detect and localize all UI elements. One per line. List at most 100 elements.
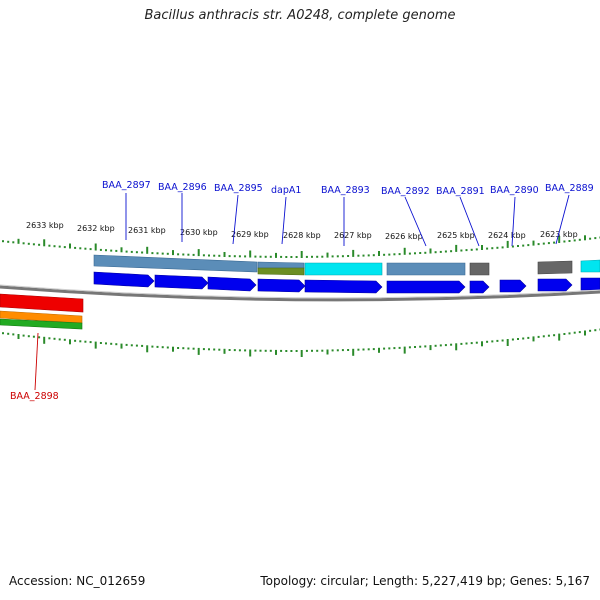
tick-mark	[32, 243, 35, 246]
tick-label-2632: 2632 kbp	[77, 224, 115, 233]
tick-mark	[491, 247, 494, 250]
tick-mark	[444, 250, 447, 253]
tick-mark	[233, 255, 236, 258]
tick-mark	[481, 341, 483, 347]
tick-mark	[347, 255, 350, 257]
feature-bar-cyan	[580, 259, 600, 273]
tick-mark	[460, 249, 463, 252]
tick-mark	[311, 255, 313, 258]
leader-line	[459, 196, 480, 247]
gene-label-baa-2889: BAA_2889	[545, 183, 594, 194]
tick-mark	[537, 243, 540, 246]
tick-mark	[223, 252, 226, 257]
tick-mark	[388, 347, 391, 350]
tick-mark	[280, 255, 283, 258]
tick-mark	[275, 349, 277, 355]
tick-mark	[249, 349, 252, 357]
tick-mark	[300, 251, 303, 258]
tick-mark	[192, 253, 195, 256]
tick-mark	[249, 250, 252, 258]
tick-mark	[254, 255, 257, 258]
tick-mark	[378, 347, 380, 353]
tick-labels: 2633 kbp 2632 kbp 2631 kbp 2630 kbp 2629…	[26, 221, 578, 241]
tick-mark	[496, 339, 499, 342]
tick-mark	[434, 344, 437, 347]
tick-mark	[367, 348, 370, 351]
tick-mark	[259, 349, 262, 352]
tick-label-2627: 2627 kbp	[334, 231, 372, 240]
tick-mark	[336, 349, 339, 352]
tick-mark	[218, 348, 221, 351]
feature-bar-green	[0, 318, 83, 330]
tick-mark	[424, 251, 427, 254]
tick-mark	[362, 348, 365, 351]
tick-mark	[125, 250, 128, 253]
tick-mark	[475, 341, 478, 344]
tick-mark	[156, 345, 159, 348]
genome-title: Bacillus anthracis str. A0248, complete …	[144, 8, 456, 23]
tick-mark	[486, 247, 489, 250]
tick-label-2629: 2629 kbp	[231, 230, 269, 239]
feature-bar-red	[0, 293, 84, 313]
tick-mark	[94, 341, 97, 349]
tick-mark	[32, 335, 35, 338]
tick-label-2625: 2625 kbp	[437, 231, 475, 240]
tick-mark	[584, 330, 586, 336]
gene-label-baa-2890: BAA_2890	[490, 185, 539, 196]
tick-mark	[470, 342, 473, 345]
tick-mark	[481, 245, 483, 250]
tick-mark	[336, 255, 339, 258]
leader-line	[281, 196, 287, 245]
tick-mark	[439, 344, 442, 347]
tick-mark	[506, 339, 509, 346]
tick-mark	[352, 249, 355, 257]
gene-label-baa-2891: BAA_2891	[436, 186, 485, 197]
tick-mark	[295, 256, 298, 258]
tick-mark	[22, 334, 25, 337]
tick-mark	[69, 243, 71, 249]
cds-arrow-track	[93, 271, 600, 294]
tick-mark	[233, 349, 236, 352]
tick-mark	[115, 249, 118, 252]
tick-mark	[295, 350, 298, 352]
tick-mark	[146, 246, 149, 254]
tick-label-2631: 2631 kbp	[128, 226, 166, 235]
tick-mark	[362, 254, 365, 257]
tick-label-2633: 2633 kbp	[26, 221, 64, 230]
tick-mark	[120, 247, 123, 253]
tick-mark	[388, 253, 391, 256]
tick-mark	[218, 254, 221, 257]
gene-label-baa-2895: BAA_2895	[214, 183, 263, 194]
tick-mark	[238, 255, 241, 258]
tick-mark	[326, 349, 329, 355]
cds-arrow	[386, 280, 466, 294]
tick-mark	[38, 243, 41, 246]
tick-mark	[264, 255, 267, 258]
tick-mark	[341, 255, 344, 258]
tick-mark	[357, 254, 360, 257]
tick-mark	[125, 343, 128, 346]
cds-arrow	[469, 280, 490, 294]
tick-mark	[532, 336, 535, 342]
tick-mark	[208, 348, 210, 351]
tick-mark	[537, 335, 540, 338]
tick-mark	[305, 255, 308, 258]
tick-mark	[275, 252, 277, 258]
tick-mark	[553, 334, 556, 337]
upper-tick-ruler	[2, 235, 600, 258]
tick-mark	[197, 347, 200, 355]
feature-bar-olive	[257, 267, 305, 276]
tick-mark	[12, 241, 15, 244]
feature-bar-steelblue	[257, 261, 305, 269]
feature-bar-steelblue	[93, 254, 258, 273]
tick-mark	[383, 347, 386, 350]
tick-mark	[367, 254, 370, 257]
tick-mark	[553, 241, 556, 244]
tick-mark	[568, 240, 571, 242]
tick-mark	[414, 346, 416, 348]
tick-mark	[460, 342, 463, 345]
tick-mark	[84, 247, 87, 250]
gene-label-baa-2892: BAA_2892	[381, 186, 430, 197]
tick-mark	[151, 252, 154, 255]
tick-label-2624: 2624 kbp	[488, 231, 526, 240]
